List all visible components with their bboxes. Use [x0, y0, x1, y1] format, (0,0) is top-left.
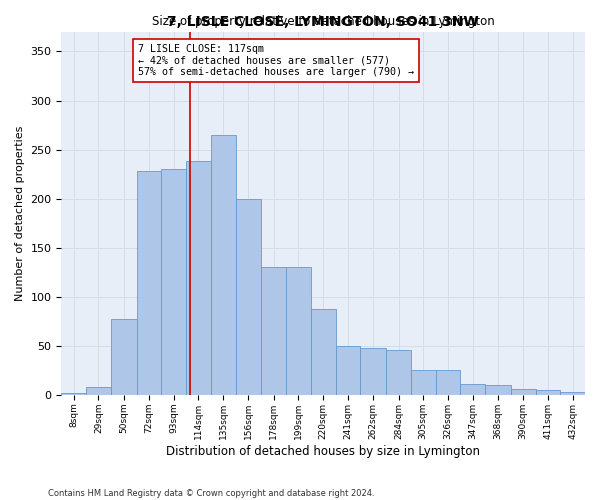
- Text: Size of property relative to detached houses in Lymington: Size of property relative to detached ho…: [152, 15, 494, 28]
- Bar: [186, 162, 211, 395]
- Bar: [335, 346, 360, 395]
- Text: Contains HM Land Registry data © Crown copyright and database right 2024.: Contains HM Land Registry data © Crown c…: [48, 488, 374, 498]
- Bar: [61, 393, 86, 395]
- Bar: [262, 268, 286, 395]
- X-axis label: Distribution of detached houses by size in Lymington: Distribution of detached houses by size …: [166, 444, 480, 458]
- Title: 7, LISLE CLOSE, LYMINGTON, SO41 3NW: 7, LISLE CLOSE, LYMINGTON, SO41 3NW: [167, 16, 479, 30]
- Bar: [511, 389, 536, 395]
- Y-axis label: Number of detached properties: Number of detached properties: [15, 126, 25, 301]
- Bar: [560, 392, 585, 395]
- Bar: [360, 348, 386, 395]
- Bar: [86, 387, 111, 395]
- Bar: [137, 171, 161, 395]
- Bar: [236, 198, 262, 395]
- Bar: [460, 384, 485, 395]
- Bar: [436, 370, 460, 395]
- Bar: [536, 390, 560, 395]
- Bar: [386, 350, 411, 395]
- Bar: [161, 169, 186, 395]
- Bar: [211, 135, 236, 395]
- Bar: [485, 385, 511, 395]
- Bar: [311, 308, 335, 395]
- Bar: [111, 320, 137, 395]
- Bar: [411, 370, 436, 395]
- Text: 7 LISLE CLOSE: 117sqm
← 42% of detached houses are smaller (577)
57% of semi-det: 7 LISLE CLOSE: 117sqm ← 42% of detached …: [138, 44, 414, 77]
- Bar: [286, 268, 311, 395]
